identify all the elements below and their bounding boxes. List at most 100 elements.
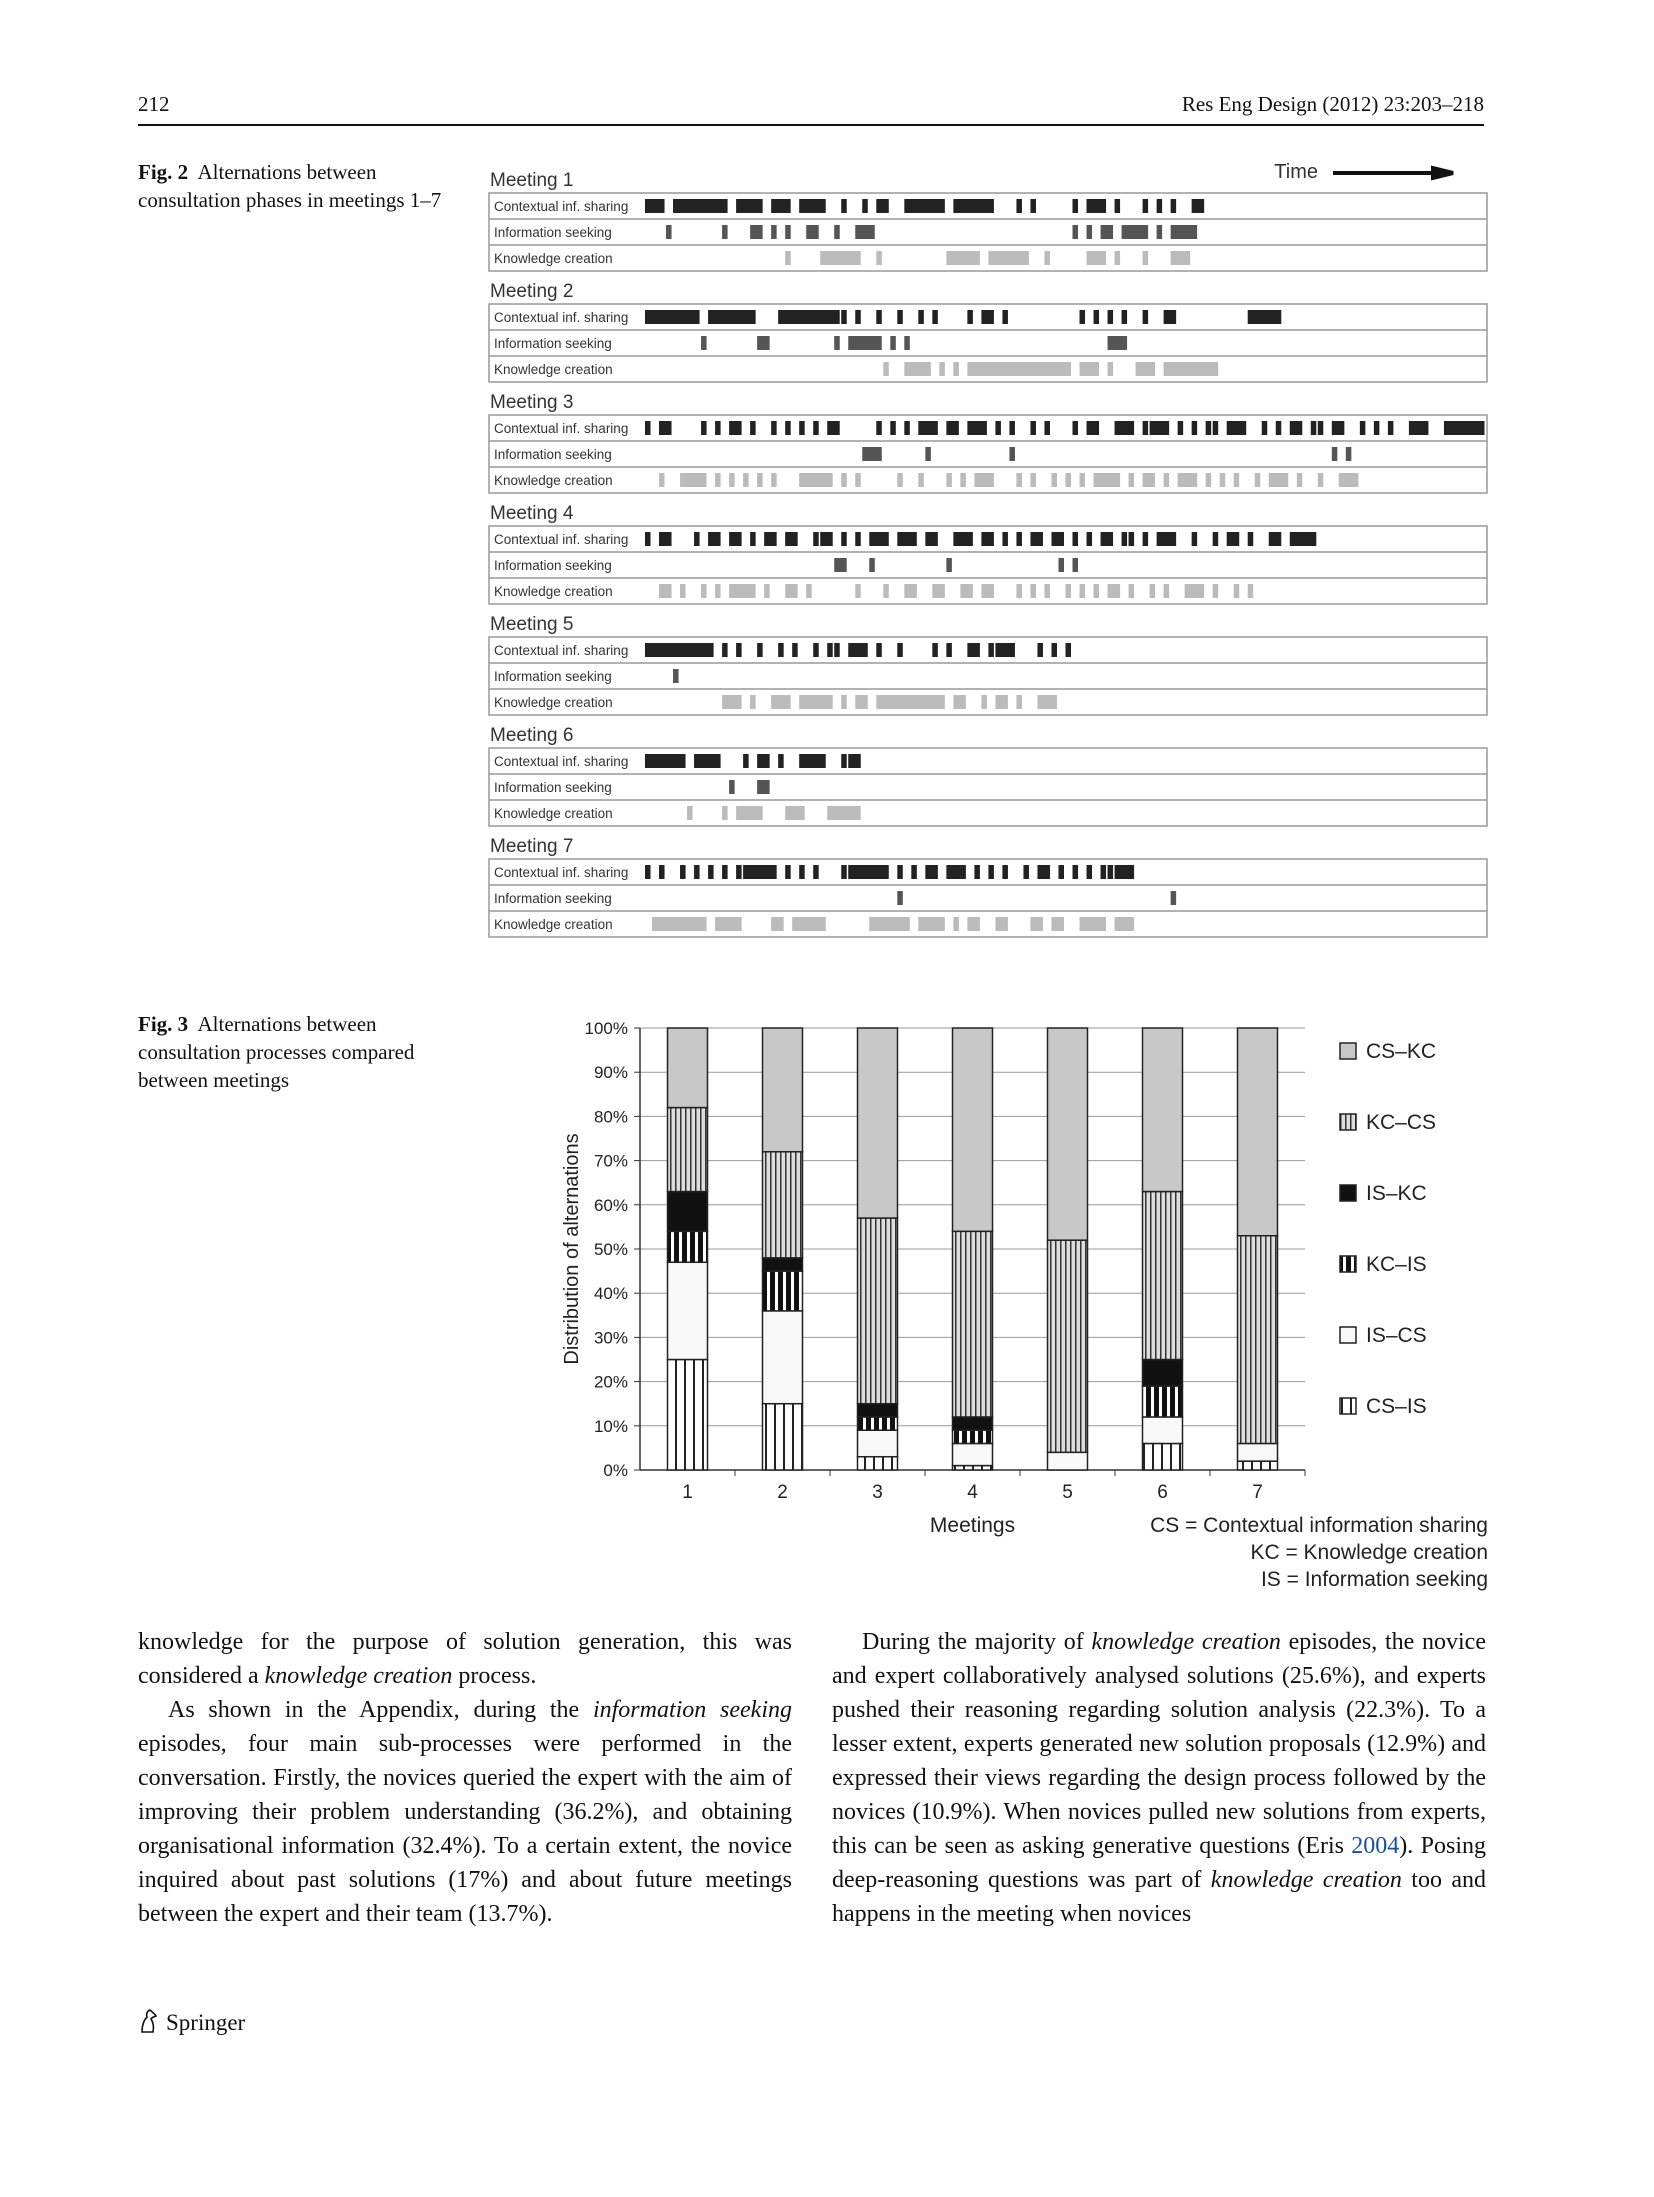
phase-segment [1212,584,1219,598]
legend-label: KC–CS [1366,1111,1436,1134]
row-label: Contextual inf. sharing [494,865,628,880]
y-tick-label: 100% [585,1019,628,1038]
meeting-title: Meeting 2 [490,281,573,302]
phase-segment [925,532,938,546]
phase-segment [1065,473,1072,487]
phase-segment [757,780,770,794]
phase-segment [701,584,707,598]
phase-segment [946,643,952,657]
phase-segment [855,532,861,546]
phase-segment [946,421,959,435]
phase-segment [1114,199,1121,213]
row-label: Information seeking [494,891,612,906]
row-label: Information seeking [494,225,612,240]
phase-segment [1044,584,1050,598]
phase-segment [673,199,728,213]
bar-segment [1141,1358,1184,1387]
phase-segment [1079,917,1107,931]
phase-segment [855,584,861,598]
phase-segment [1142,199,1149,213]
phase-segment [1128,473,1135,487]
x-axis-label: Meetings [930,1514,1015,1537]
phase-segment [1289,421,1303,435]
x-tick-label: 6 [1157,1482,1168,1503]
phase-segment [827,806,861,820]
meeting-block: Meeting 2 Contextual inf. sharing Informat… [488,281,1488,383]
phase-segment [1086,199,1107,213]
y-tick-label: 60% [594,1196,628,1215]
abbreviation-note: KC = Knowledge creation [1250,1541,1488,1564]
phase-segment [778,310,840,324]
phase-segment [1072,532,1079,546]
phase-segment [1107,584,1121,598]
phase-segment [1114,251,1121,265]
body-paragraph: During the majority of knowledge creatio… [832,1629,1486,1927]
phase-segment [855,695,868,709]
row-label: Knowledge creation [494,806,613,821]
body-paragraph: knowledge for the purpose of solution ge… [138,1629,792,1689]
phase-segment [1135,362,1156,376]
phase-segment [946,865,966,879]
phase-segment [995,421,1001,435]
phase-segment [722,695,742,709]
bar-segment [666,1190,709,1233]
y-tick-label: 20% [594,1373,628,1392]
phase-segment [848,754,861,768]
phase-segment [848,336,882,350]
fig3-caption-text: Alternations between consultation proces… [138,1012,415,1092]
phase-segment [722,865,728,879]
row-label: Information seeking [494,447,612,462]
phase-segment [645,865,651,879]
phase-segment [694,532,700,546]
row-label: Knowledge creation [494,251,613,266]
legend-label: IS–CS [1366,1324,1427,1347]
phase-segment [645,310,700,324]
phase-segment [1317,473,1324,487]
meeting-title: Meeting 5 [490,614,573,635]
phase-segment [841,199,847,213]
row-label: Knowledge creation [494,473,613,488]
phase-segment [967,421,987,435]
phase-segment [869,532,889,546]
citation-link[interactable]: 2004 [1351,1833,1400,1859]
phase-segment [1100,532,1114,546]
phase-segment [988,643,994,657]
phase-segment [722,225,728,239]
phase-segment [827,421,840,435]
phase-segment [1100,225,1114,239]
meeting-block: Meeting 6 Contextual inf. sharing Informat… [488,725,1488,827]
phase-segment [946,251,980,265]
phase-segment [1163,310,1177,324]
phase-segment [1121,225,1149,239]
phase-segment [848,643,868,657]
phase-segment [841,310,847,324]
phase-segment [1296,473,1303,487]
phase-segment [785,225,791,239]
phase-segment [897,891,903,905]
bar-segment [1141,1190,1184,1361]
phase-segment [1205,473,1212,487]
phase-segment [883,584,889,598]
phase-segment [757,643,763,657]
phase-segment [792,917,826,931]
phase-segment [1093,473,1121,487]
phase-segment [841,754,847,768]
phase-segment [904,199,945,213]
phase-segment [1051,473,1057,487]
phase-segment [1184,584,1205,598]
phase-segment [813,643,819,657]
phase-segment [1177,473,1198,487]
phase-segment [1247,584,1254,598]
phase-segment [645,643,714,657]
phase-segment [820,251,861,265]
phase-segment [876,695,945,709]
legend-swatch [1339,1184,1357,1202]
phase-segment [1093,310,1100,324]
phase-segment [967,917,980,931]
phase-segment [1170,199,1177,213]
phase-segment [778,754,784,768]
phase-segment [1072,865,1079,879]
phase-segment [792,643,798,657]
phase-segment [967,643,980,657]
phase-segment [1030,421,1036,435]
